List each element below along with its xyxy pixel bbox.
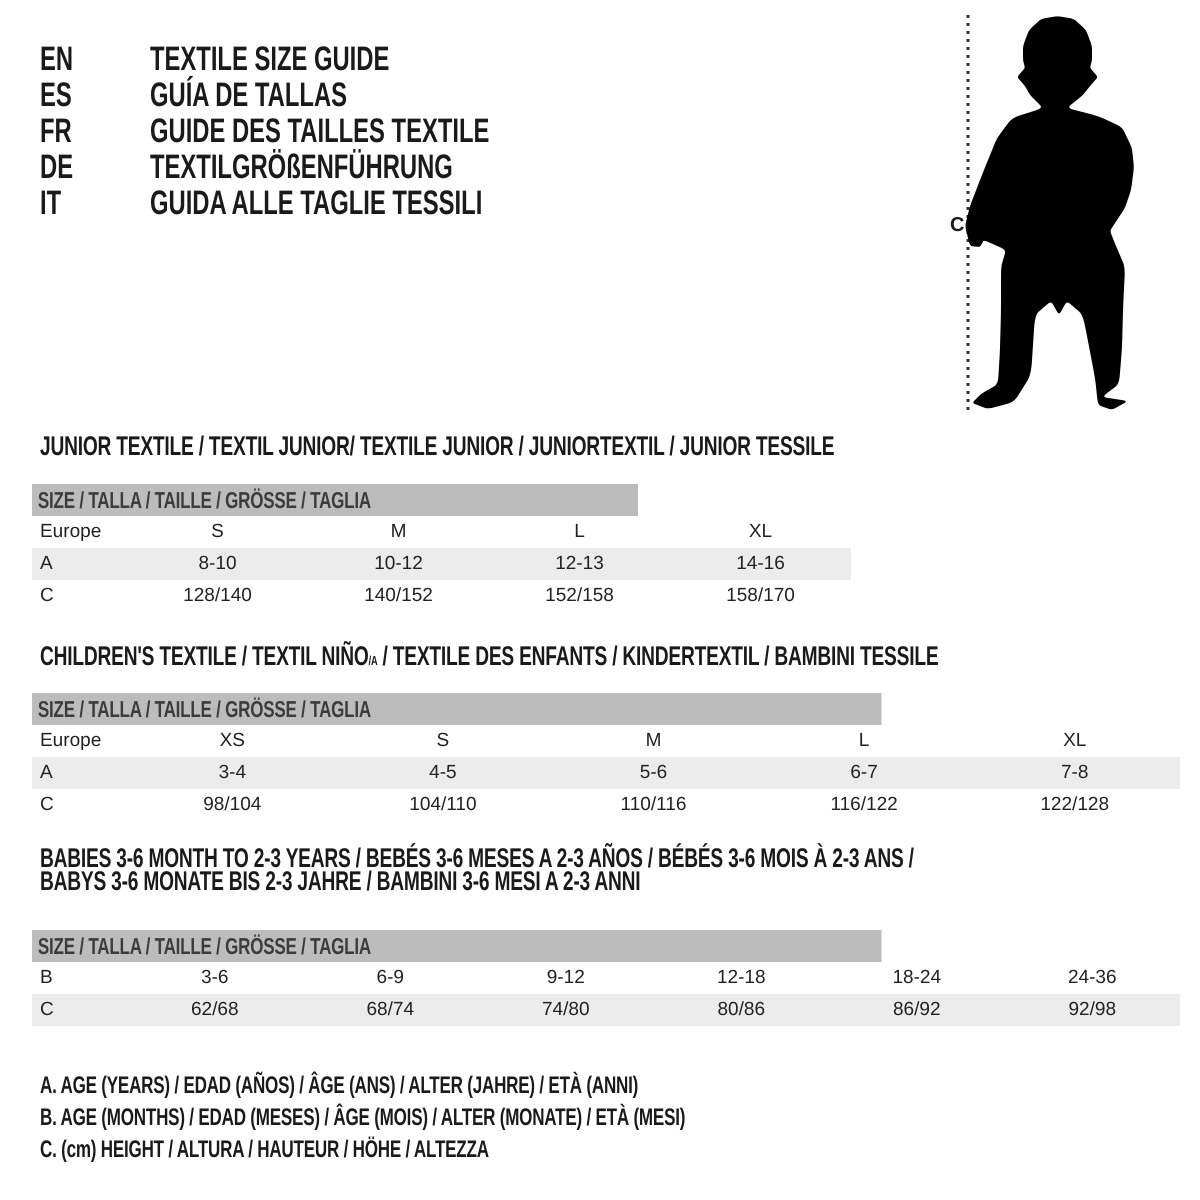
svg-text:C: C	[950, 214, 964, 236]
